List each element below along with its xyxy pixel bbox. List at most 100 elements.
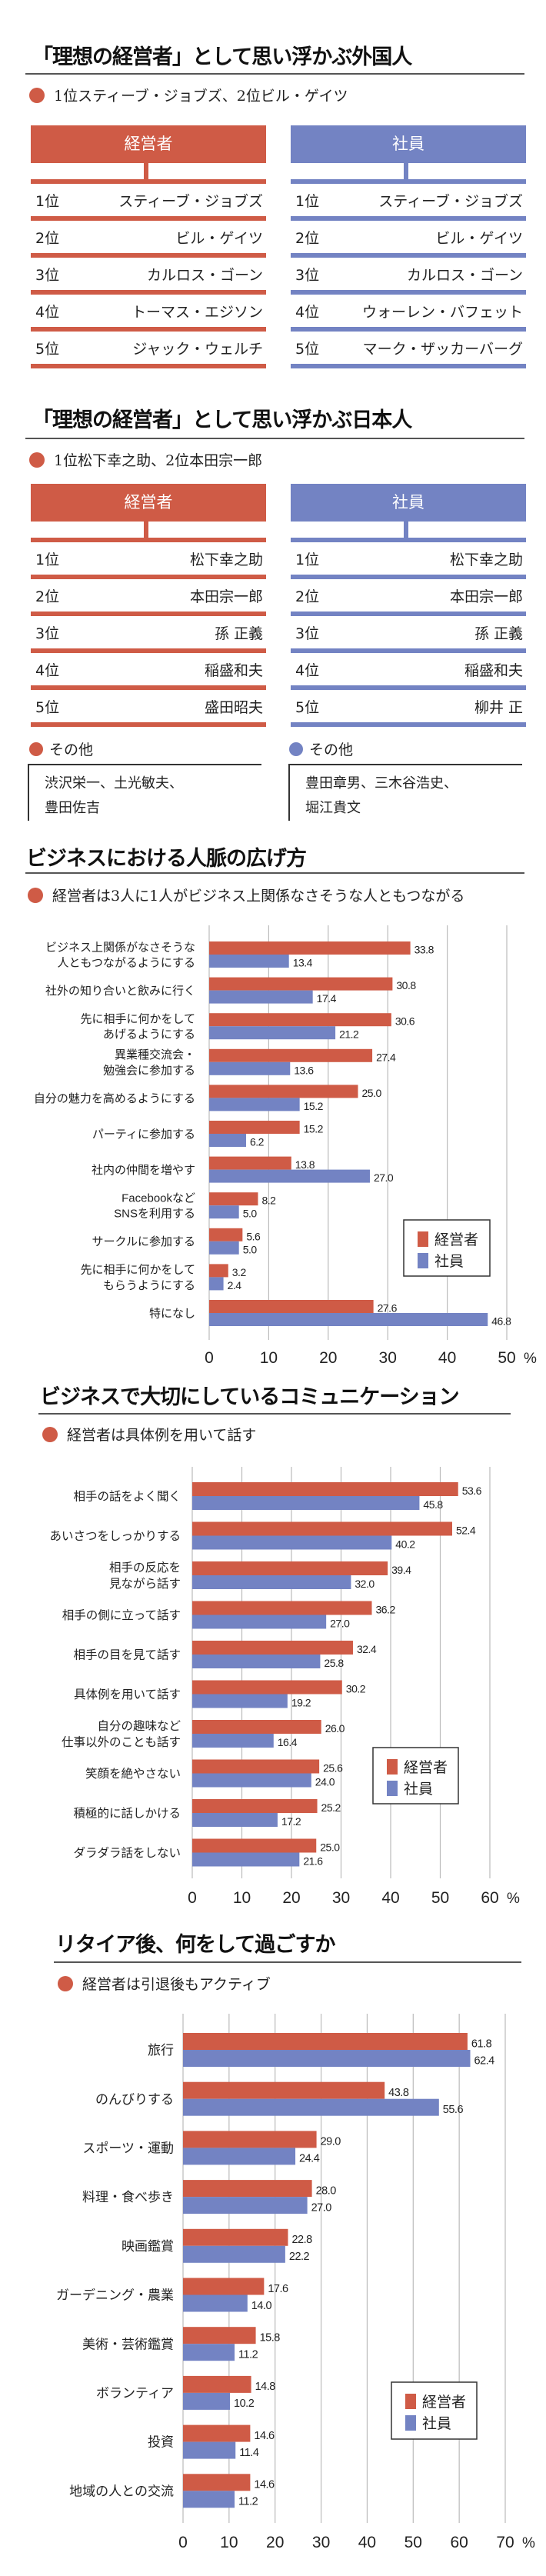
ranking-table-executive-japanese: 経営者 1位 松下幸之助 2位 本田宗一郎 3位 孫 正義 4位 稲盛和夫 5位 盛田昭夫 (31, 484, 266, 727)
category-label: 映画鑑賞 (122, 2239, 174, 2254)
value-label: 5.6 (246, 1230, 261, 1242)
others-text: 渋沢栄一、土光敏夫、 (45, 775, 183, 791)
value-label: 3.2 (232, 1266, 247, 1278)
bar-employee (183, 2050, 471, 2067)
bar-executive (192, 1799, 318, 1813)
tick-label: 70 (496, 2534, 514, 2551)
legend-swatch (418, 1253, 428, 1268)
tick-label: 30 (379, 1349, 397, 1367)
tick-label: 20 (319, 1349, 337, 1367)
table-row: 2位 本田宗一郎 (31, 579, 266, 612)
value-label: 13.4 (293, 957, 313, 969)
bar-executive (183, 2228, 288, 2246)
person-name: マーク・ザッカーバーグ (362, 340, 523, 358)
value-label: 32.0 (355, 1578, 375, 1590)
bar-employee (183, 2344, 235, 2361)
bar-executive (192, 1720, 321, 1734)
bar-executive (209, 1192, 258, 1206)
bar-executive (209, 1228, 243, 1241)
category-label: 料理・食べ歩き (82, 2190, 174, 2204)
value-label: 36.2 (375, 1604, 395, 1616)
value-label: 53.6 (462, 1485, 482, 1497)
value-label: 25.0 (362, 1087, 382, 1099)
bar-employee (183, 2491, 235, 2508)
category-label: 相手の側に立って話す (62, 1608, 181, 1622)
connector (144, 522, 148, 540)
tick-label: 30 (332, 1889, 350, 1907)
rank: 2位 (35, 588, 60, 605)
category-label: のんびりする (95, 2092, 174, 2107)
bar-employee (183, 2197, 308, 2214)
bar-employee (192, 1852, 300, 1867)
bar-executive (192, 1759, 320, 1774)
bar-executive (183, 2375, 251, 2393)
category-label: 旅行 (148, 2043, 174, 2058)
value-label: 2.4 (228, 1279, 242, 1291)
bar-executive (183, 2327, 256, 2344)
others-label-employee: その他 (289, 738, 353, 759)
divider (291, 290, 526, 295)
value-label: 13.6 (294, 1064, 314, 1076)
bullet-icon (42, 1426, 58, 1442)
bar-employee (209, 1134, 246, 1147)
divider (31, 216, 266, 221)
table-row: 3位 カルロス・ゴーン (31, 258, 266, 290)
legend-label: 経営者 (404, 1759, 448, 1776)
tick-label: 10 (233, 1889, 251, 1907)
person-name: 盛田昭夫 (204, 698, 263, 716)
value-label: 24.4 (299, 2153, 320, 2165)
value-label: 15.2 (304, 1123, 324, 1135)
bar-employee (192, 1734, 274, 1748)
category-label: スポーツ・運動 (82, 2141, 174, 2156)
value-label: 32.4 (357, 1643, 377, 1655)
category-label: 特になし (149, 1307, 195, 1320)
others-text: 豊田章男、三木谷浩史、 (305, 775, 458, 791)
table-row: 2位 本田宗一郎 (291, 579, 526, 612)
rank: 1位 (35, 551, 60, 568)
bar-employee (192, 1813, 278, 1827)
bar-employee (209, 1277, 224, 1291)
tick-label: 30 (312, 2534, 330, 2551)
tick-label: 0 (178, 2534, 188, 2551)
table-row: 4位 稲盛和夫 (31, 653, 266, 685)
tick-label: 40 (438, 1349, 456, 1367)
subtitle-text: 経営者は3人に1人がビジネス上関係なさそうな人ともつながる (52, 888, 465, 905)
bar-employee (192, 1773, 311, 1788)
bar-employee (192, 1535, 392, 1550)
bar-executive (209, 1300, 374, 1313)
divider (31, 575, 266, 579)
tick-label: 60 (481, 1889, 498, 1907)
value-label: 29.0 (321, 2136, 341, 2148)
category-label: 相手の話をよく聞く (73, 1490, 181, 1504)
divider (291, 685, 526, 690)
rank: 5位 (35, 340, 60, 358)
divider (291, 648, 526, 653)
ranking-table-employee-japanese: 社員 1位 松下幸之助 2位 本田宗一郎 3位 孫 正義 4位 稲盛和夫 5位 柳井 正 (291, 484, 526, 727)
bar-chart-2: 0 10 20 30 40 50 60 70 % 旅行 61.8 62.4 のんびりする 43.8 55.6… (56, 2014, 535, 2551)
category-label: 先に相手に何かをしてあげるようにする (80, 1012, 195, 1041)
bar-employee (183, 2441, 236, 2459)
rank: 4位 (295, 661, 320, 679)
divider (291, 253, 526, 258)
table-row: 5位 マーク・ザッカーバーグ (291, 332, 526, 364)
rank: 2位 (35, 229, 60, 247)
tick-label: 50 (405, 2534, 422, 2551)
person-name: 孫 正義 (474, 625, 523, 642)
divider (291, 364, 526, 368)
divider (25, 73, 524, 75)
ranking-table-executive-foreign: 経営者 1位 スティーブ・ジョブズ 2位 ビル・ゲイツ 3位 カルロス・ゴーン 4位 トーマス・… (31, 125, 266, 368)
bar-employee (209, 955, 289, 968)
value-label: 30.8 (396, 979, 416, 991)
chart-subtitle-retirement: 経営者は引退後もアクティブ (58, 1973, 271, 1994)
legend-label: 経営者 (434, 1231, 478, 1248)
person-name: スティーブ・ジョブズ (378, 192, 523, 210)
chart-title-retirement: リタイア後、何をして過ごすか (55, 1933, 335, 1957)
bullet-icon (28, 887, 43, 903)
divider (291, 612, 526, 616)
bullet-icon (29, 452, 45, 468)
legend-swatch (418, 1231, 428, 1247)
table-header: 社員 (291, 484, 526, 522)
table-row: 1位 松下幸之助 (31, 542, 266, 575)
value-label: 11.2 (238, 2348, 258, 2361)
